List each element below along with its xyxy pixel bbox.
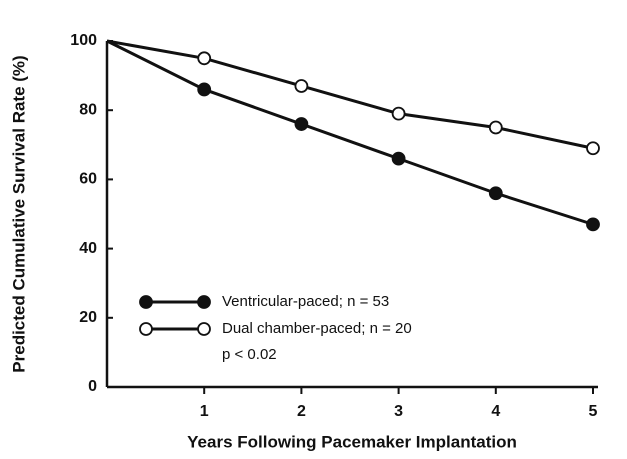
y-tick-label: 40	[79, 240, 97, 257]
y-tick-label: 80	[79, 101, 97, 118]
data-point	[197, 82, 212, 97]
data-point	[488, 120, 503, 135]
data-point	[586, 217, 600, 232]
data-point	[197, 51, 212, 66]
data-point	[586, 141, 600, 156]
legend-label: Dual chamber-paced; n = 20	[222, 320, 412, 337]
legend-marker	[139, 295, 153, 309]
data-point	[391, 106, 406, 121]
legend-marker	[197, 322, 211, 336]
y-tick-label: 60	[79, 171, 97, 188]
data-point	[294, 79, 309, 93]
y-tick-label: 20	[79, 309, 97, 326]
x-tick-label: 3	[394, 403, 403, 420]
x-tick-label: 1	[200, 403, 209, 420]
series-line	[106, 39, 594, 226]
annotation: p < 0.02	[222, 346, 277, 363]
legend-marker	[139, 322, 153, 336]
data-point	[294, 117, 309, 131]
x-tick-label: 4	[491, 403, 500, 420]
legend-marker	[197, 295, 211, 309]
data-point	[488, 186, 503, 201]
y-axis-label: Predicted Cumulative Survival Rate (%)	[9, 55, 28, 372]
x-axis-label: Years Following Pacemaker Implantation	[187, 432, 517, 451]
y-tick-label: 0	[88, 378, 97, 395]
legend-label: Ventricular-paced; n = 53	[222, 293, 389, 310]
y-tick-label: 100	[70, 32, 97, 49]
data-point	[391, 151, 406, 166]
series-line	[106, 39, 594, 150]
x-tick-label: 2	[297, 403, 306, 420]
x-tick-label: 5	[589, 403, 598, 420]
